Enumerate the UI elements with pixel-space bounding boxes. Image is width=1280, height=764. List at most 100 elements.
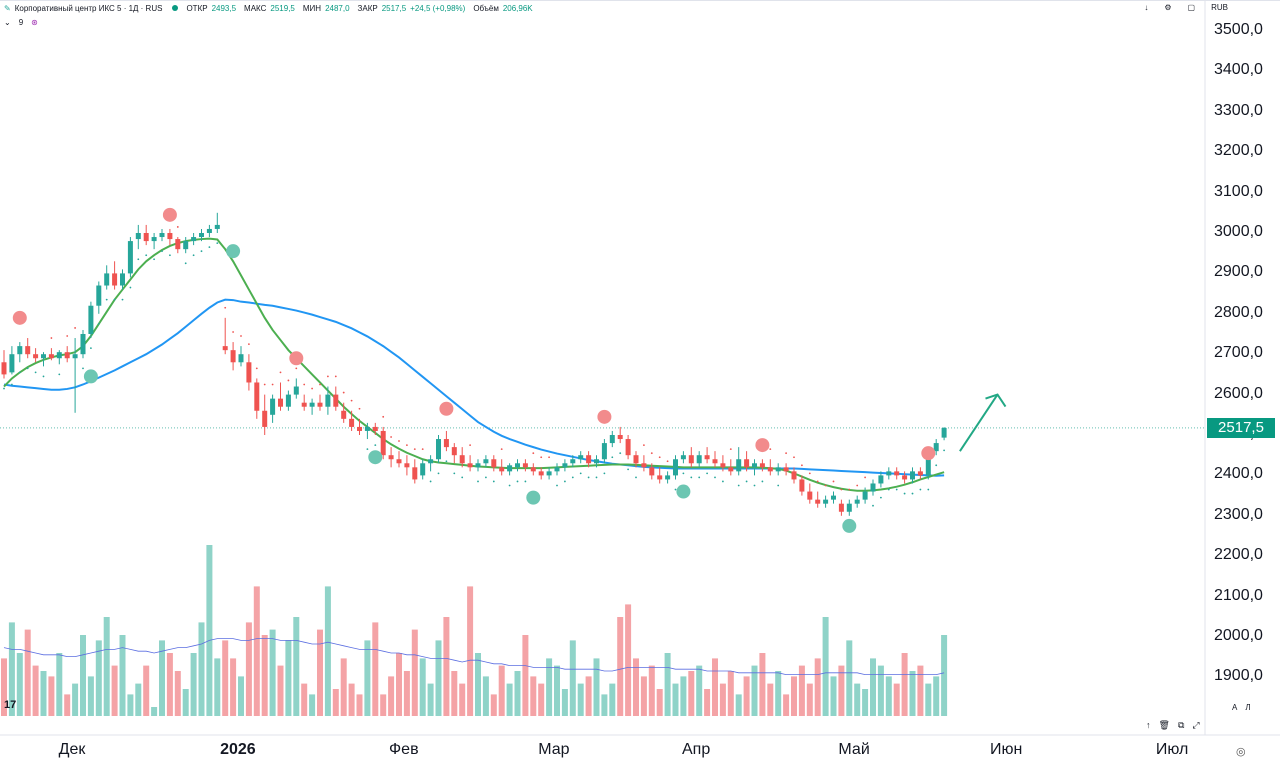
candle-body bbox=[657, 475, 663, 480]
open-value: 2493,5 bbox=[211, 3, 237, 13]
stop-dot bbox=[184, 262, 187, 265]
volume-bar bbox=[214, 658, 221, 716]
sell-signal-marker bbox=[162, 207, 177, 222]
candle-body bbox=[183, 241, 189, 250]
candle-body bbox=[214, 224, 220, 229]
high-value: 2519,5 bbox=[270, 3, 295, 13]
fullscreen-icon[interactable]: ▢ bbox=[1187, 3, 1196, 12]
candle-body bbox=[199, 233, 204, 238]
stop-dot bbox=[927, 488, 930, 491]
settings-icon[interactable]: ⚙ bbox=[1164, 3, 1172, 12]
stop-dot bbox=[508, 484, 511, 487]
candle-body bbox=[459, 455, 465, 464]
volume-bar bbox=[324, 586, 331, 716]
candle-body bbox=[704, 455, 710, 460]
stop-dot bbox=[832, 480, 835, 483]
volume-bar bbox=[451, 671, 458, 716]
stop-dot bbox=[161, 250, 163, 253]
stop-dot bbox=[208, 246, 211, 249]
volume-bar bbox=[554, 665, 560, 716]
volume-bar bbox=[514, 671, 521, 716]
log-scale-button[interactable]: Л bbox=[1245, 703, 1251, 712]
copy-icon[interactable]: ⧉ bbox=[1177, 720, 1185, 730]
volume-bar bbox=[135, 683, 142, 716]
candle-body bbox=[570, 459, 576, 464]
arrow-up-icon[interactable]: ↑ bbox=[1146, 720, 1151, 730]
indicator-count[interactable]: 9 bbox=[18, 18, 24, 27]
tradingview-logo[interactable]: 17 bbox=[4, 699, 17, 711]
low-value: 2487,0 bbox=[325, 3, 350, 13]
candle-body bbox=[578, 455, 584, 460]
stop-dot bbox=[603, 472, 606, 475]
arrow-down-icon[interactable]: ↓ bbox=[1144, 3, 1149, 12]
stop-dot bbox=[169, 254, 171, 257]
stop-dot bbox=[650, 452, 653, 455]
volume-bar bbox=[806, 683, 813, 716]
stop-dot bbox=[334, 375, 337, 378]
indicator-icon[interactable]: ⊛ bbox=[31, 18, 38, 27]
volume-bar bbox=[190, 653, 197, 716]
pencil-icon[interactable]: ✎ bbox=[4, 3, 11, 13]
stop-dot bbox=[848, 488, 851, 491]
volume-bar bbox=[285, 640, 292, 716]
stop-dot bbox=[943, 449, 945, 452]
stop-dot bbox=[619, 452, 622, 455]
volume-bar bbox=[301, 683, 308, 716]
volume-bar bbox=[846, 640, 853, 716]
volume-label: Объём bbox=[473, 3, 499, 13]
candle-body bbox=[143, 233, 149, 242]
trash-icon[interactable]: 🗑 bbox=[1158, 720, 1170, 730]
forecast-arrow-head bbox=[985, 393, 1007, 408]
candle-body bbox=[151, 237, 157, 242]
candle-body bbox=[688, 455, 694, 464]
stop-dot bbox=[485, 476, 487, 479]
volume-bar bbox=[585, 676, 592, 716]
volume-bar bbox=[648, 665, 655, 716]
candle-body bbox=[886, 471, 892, 476]
stop-dot bbox=[3, 387, 5, 390]
volume-bar bbox=[435, 640, 442, 716]
candle-body bbox=[933, 443, 939, 452]
currency-label[interactable]: RUB bbox=[1211, 3, 1228, 12]
open-label: ОТКР bbox=[186, 3, 208, 13]
price-tick-label: 3300,0 bbox=[1214, 101, 1263, 119]
collapse-chevron-icon[interactable]: ⌄ bbox=[4, 18, 11, 27]
volume-bar bbox=[198, 622, 205, 716]
candle-body bbox=[752, 463, 757, 468]
auto-scale-button[interactable]: A bbox=[1232, 703, 1238, 712]
candle-body bbox=[33, 354, 39, 359]
sell-signal-marker bbox=[597, 409, 612, 424]
expand-icon[interactable]: ⤢ bbox=[1192, 720, 1200, 730]
price-tick-label: 3000,0 bbox=[1214, 223, 1263, 240]
axis-settings-icon[interactable]: ◎ bbox=[1236, 746, 1246, 758]
candle-body bbox=[854, 499, 860, 504]
candle-body bbox=[254, 382, 260, 411]
candle-body bbox=[262, 410, 268, 427]
volume-bar bbox=[443, 617, 450, 716]
stop-dot bbox=[729, 448, 732, 451]
volume-bar bbox=[893, 683, 900, 716]
candle-body bbox=[807, 491, 813, 500]
price-tick-label: 2100,0 bbox=[1214, 586, 1263, 604]
price-tick-label: 3500,0 bbox=[1214, 21, 1263, 38]
stop-dot bbox=[769, 448, 772, 451]
stop-dot bbox=[793, 456, 795, 459]
stop-dot bbox=[153, 258, 156, 261]
volume-bar bbox=[877, 665, 884, 716]
price-tick-label: 2300,0 bbox=[1214, 505, 1263, 523]
candle-body bbox=[586, 455, 592, 464]
volume-bar bbox=[791, 676, 797, 716]
volume-bar bbox=[64, 694, 71, 716]
stop-dot bbox=[350, 399, 353, 402]
stop-dot bbox=[895, 488, 898, 491]
candle-body bbox=[783, 467, 789, 472]
symbol-title[interactable]: Корпоративный центр ИКС 5 · 1Д · RUS bbox=[14, 3, 163, 13]
stop-dot bbox=[674, 488, 677, 491]
stop-dot bbox=[429, 480, 432, 483]
stop-dot bbox=[753, 484, 756, 487]
candle-body bbox=[135, 233, 141, 240]
candle-body bbox=[696, 455, 702, 464]
volume-bar bbox=[941, 635, 948, 716]
stop-dot bbox=[737, 484, 740, 487]
